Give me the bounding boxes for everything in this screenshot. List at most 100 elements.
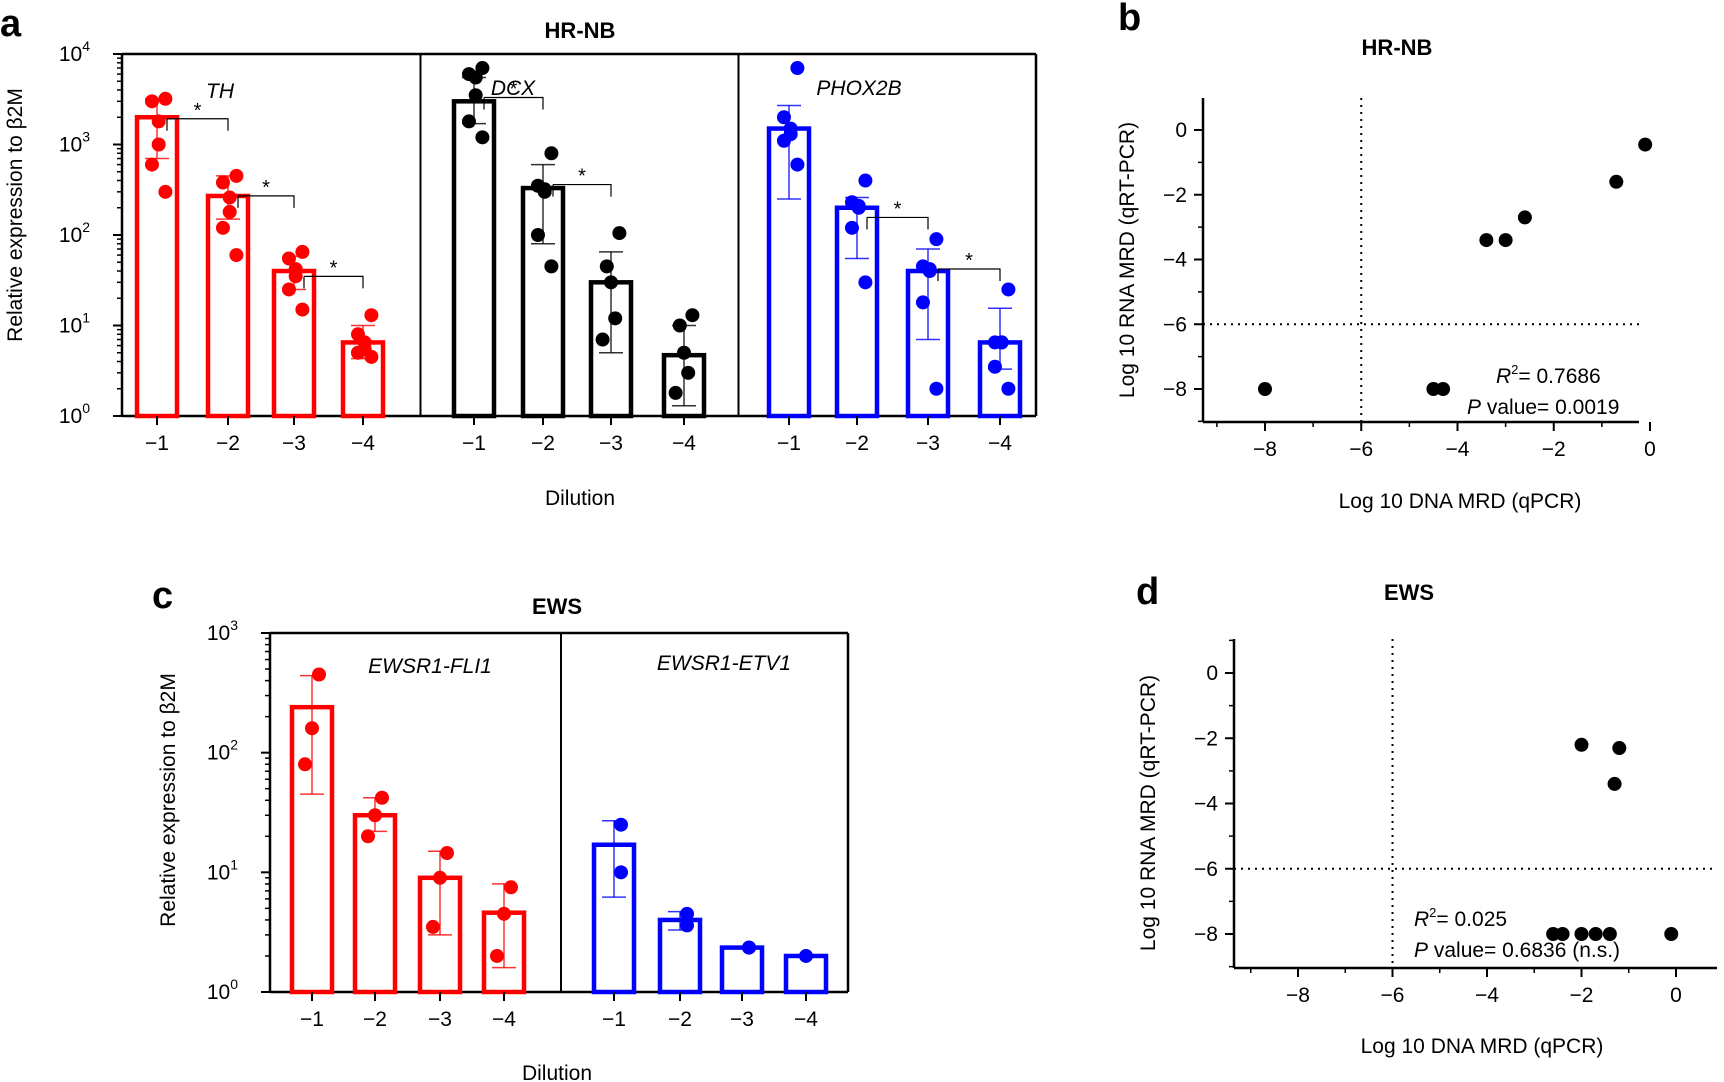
data-point [222, 204, 237, 219]
y-tick-label: 102 [59, 219, 90, 247]
x-tick-label: −6 [1349, 438, 1373, 461]
x-tick-label: −1 [602, 1008, 626, 1031]
data-point [281, 251, 296, 266]
x-tick-label: −2 [363, 1008, 387, 1031]
data-point [350, 345, 365, 360]
y-tick-label: −4 [1194, 793, 1218, 816]
panel-d-r2-exp: 2 [1429, 905, 1436, 920]
data-point [790, 157, 805, 172]
data-point [776, 133, 791, 148]
data-point [544, 146, 559, 161]
x-tick-label: −2 [845, 432, 869, 455]
data-point [544, 259, 559, 274]
panel-c-ylabel: Relative expression to β2M [157, 673, 180, 927]
y-tick-label: −8 [1194, 923, 1218, 946]
data-point [680, 918, 694, 933]
bar [451, 99, 497, 419]
x-tick-label: −1 [300, 1008, 324, 1031]
significance-star: * [194, 100, 202, 122]
x-tick-label: −4 [672, 432, 696, 455]
data-point [614, 865, 628, 880]
data-point [595, 332, 610, 347]
scatter-point [1574, 927, 1589, 941]
panel-b-chart: 0 −2 −4 −6 −8 −8 −6 −4 −2 0 [1163, 98, 1656, 461]
data-point [295, 244, 310, 259]
panel-b-letter: b [1118, 0, 1141, 39]
y-tick-label: −2 [1163, 184, 1187, 207]
data-point [608, 311, 623, 326]
significance-star: * [330, 257, 338, 279]
data-point [844, 220, 859, 235]
bar [271, 268, 317, 419]
data-point [790, 61, 805, 76]
panel-d-pvalue: P value= 0.6836 (n.s.) [1414, 939, 1620, 962]
gene-label-ewsr1-fli1: EWSR1-FLI1 [368, 655, 492, 678]
x-tick-label: 0 [1644, 438, 1656, 461]
x-tick-label: −8 [1286, 984, 1310, 1007]
scatter-point [1436, 382, 1451, 396]
gene-label-dcx: DCX [491, 77, 536, 100]
scatter-point [1479, 233, 1494, 248]
data-point [151, 114, 166, 129]
panel-b-r2-value: = 0.7686 [1518, 365, 1600, 388]
panel-c-title: EWS [532, 594, 582, 619]
significance-bracket [484, 96, 544, 110]
panel-a-xlabel: Dilution [545, 487, 615, 510]
x-tick-label: −3 [730, 1008, 754, 1031]
data-point [987, 359, 1002, 374]
scatter-point [1602, 927, 1617, 941]
data-point [668, 385, 683, 400]
data-point [426, 919, 440, 934]
scatter-point [1258, 382, 1272, 396]
scatter-point [1638, 137, 1653, 152]
data-point [929, 381, 944, 396]
significance-bracket [167, 118, 229, 131]
x-tick-label: −2 [531, 432, 555, 455]
data-point [612, 226, 627, 241]
data-point [158, 91, 173, 106]
y-tick-label: 101 [207, 856, 238, 884]
x-tick-label: −2 [216, 432, 240, 455]
x-tick-label: −3 [428, 1008, 452, 1031]
panel-d-chart: 0 −2 −4 −6 −8 −8 −6 −4 −2 0 [1194, 639, 1717, 1007]
gene-label-phox2b: PHOX2B [816, 77, 901, 100]
x-tick-label: −3 [282, 432, 306, 455]
panel-d-r2-symbol: R [1414, 908, 1429, 931]
scatter-point [1612, 741, 1627, 756]
x-tick-label: 0 [1670, 984, 1682, 1007]
x-tick-label: −4 [794, 1008, 818, 1031]
data-point [305, 721, 319, 736]
data-point [433, 870, 447, 885]
significance-star: * [965, 250, 973, 272]
x-tick-label: −8 [1253, 438, 1277, 461]
data-point [922, 264, 937, 279]
data-point [295, 302, 310, 317]
data-point [490, 948, 504, 963]
significance-star: * [510, 78, 518, 100]
scatter-point [1498, 233, 1513, 248]
panel-a-letter: a [0, 3, 22, 45]
data-point [858, 173, 873, 188]
x-tick-label: −4 [492, 1008, 516, 1031]
scatter-point [1664, 927, 1679, 941]
x-tick-label: −4 [1475, 984, 1499, 1007]
significance-bracket [304, 275, 364, 289]
data-point [742, 940, 756, 955]
data-point [461, 114, 476, 129]
panel-b-r2: R2= 0.7686 [1496, 362, 1601, 388]
data-point [1001, 282, 1016, 297]
data-point [229, 248, 244, 263]
panel-b-p-symbol: P [1467, 396, 1481, 419]
panel-c-xlabel: Dilution [522, 1062, 592, 1082]
y-tick-label: −4 [1163, 249, 1187, 272]
x-tick-label: −3 [916, 432, 940, 455]
panel-d-xlabel: Log 10 DNA MRD (qPCR) [1361, 1035, 1604, 1058]
scatter-point [1588, 927, 1603, 941]
x-tick-label: −1 [462, 432, 486, 455]
data-point [368, 808, 382, 823]
scatter-point [1574, 737, 1589, 752]
scatter-point [1426, 382, 1441, 396]
panel-d-letter: d [1136, 571, 1159, 613]
y-tick-label: −6 [1163, 313, 1187, 336]
